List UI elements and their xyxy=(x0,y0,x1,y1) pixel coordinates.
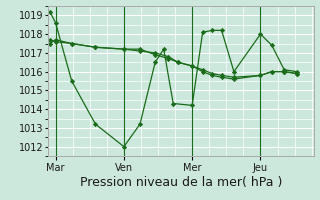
X-axis label: Pression niveau de la mer( hPa ): Pression niveau de la mer( hPa ) xyxy=(80,176,282,189)
